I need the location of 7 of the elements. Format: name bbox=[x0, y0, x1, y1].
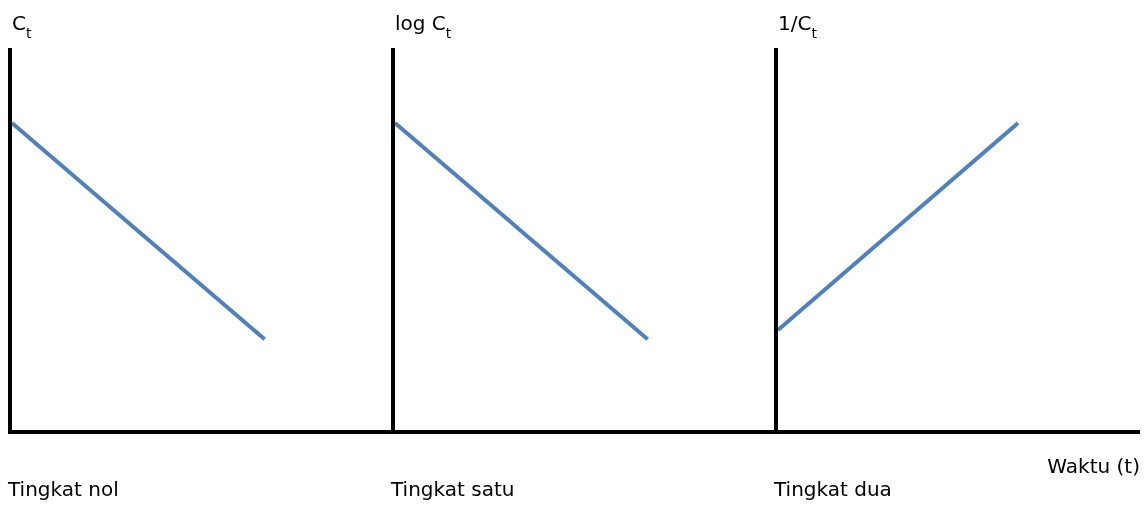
y-axis-title: log C$_{t}$ bbox=[395, 11, 452, 41]
text: Tingkat nol bbox=[7, 477, 119, 501]
text: Tingkat dua bbox=[773, 477, 892, 501]
text: Tingkat satu bbox=[390, 477, 515, 501]
y-axis-title: 1/C$_{t}$ bbox=[778, 11, 818, 41]
y-axis-title: C$_{t}$ bbox=[12, 11, 32, 41]
x-axis-title: Waktu (t) bbox=[1047, 454, 1140, 478]
